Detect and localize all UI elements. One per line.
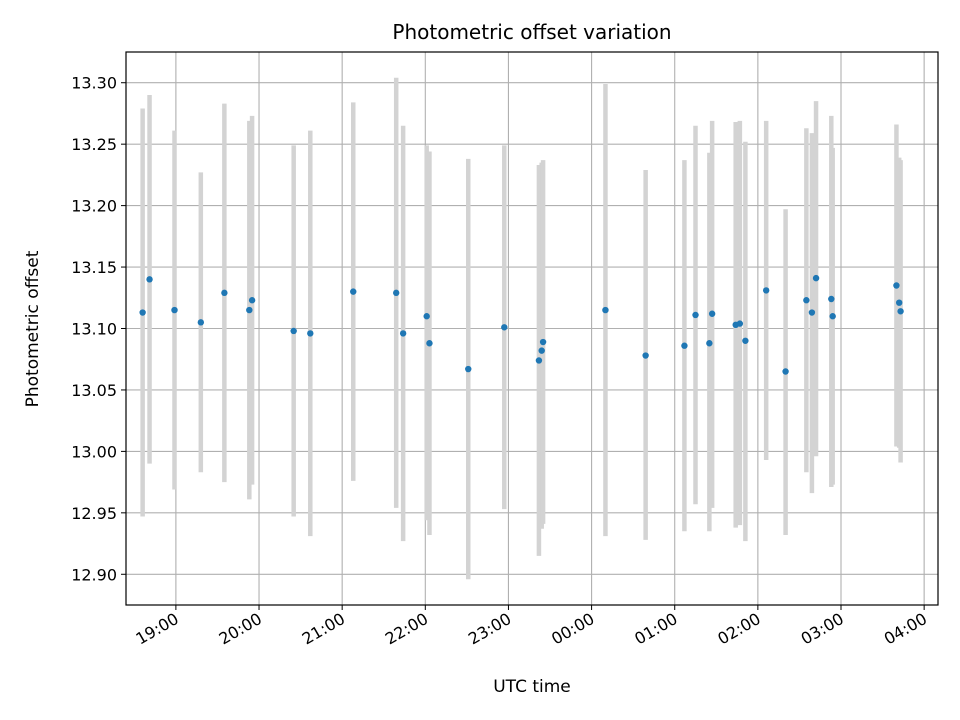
data-point <box>893 282 900 289</box>
data-point <box>539 338 547 346</box>
data-point <box>290 327 297 335</box>
data-point <box>762 287 770 294</box>
data-point <box>706 340 713 347</box>
data-point <box>221 289 228 297</box>
data-point <box>423 313 430 320</box>
y-tick-label: 13.30 <box>71 74 117 93</box>
x-axis-title: UTC time <box>493 677 571 697</box>
data-point <box>465 365 472 373</box>
y-tick-label: 12.90 <box>71 565 117 584</box>
data-point <box>736 320 744 327</box>
y-axis-title: Photometric offset <box>23 250 43 407</box>
data-point <box>501 324 508 331</box>
data-points <box>139 274 904 375</box>
data-point <box>171 306 178 314</box>
y-tick-label: 13.25 <box>71 135 117 154</box>
data-point <box>248 297 256 304</box>
data-point <box>803 297 810 304</box>
data-point <box>642 352 649 359</box>
data-point <box>602 306 609 314</box>
y-tick-label: 13.20 <box>71 197 117 216</box>
data-point <box>829 313 836 320</box>
data-point <box>146 276 153 283</box>
data-point <box>399 330 407 337</box>
data-point <box>538 347 545 354</box>
y-tick-label: 13.00 <box>71 442 117 461</box>
data-point <box>897 308 904 315</box>
data-point <box>742 337 749 344</box>
data-point <box>681 342 688 349</box>
data-point <box>426 340 433 347</box>
data-point <box>307 330 314 337</box>
data-point <box>812 274 820 282</box>
data-point <box>197 319 205 326</box>
data-point <box>692 311 699 319</box>
data-point <box>139 309 146 316</box>
data-point <box>246 306 253 314</box>
data-point <box>896 299 903 306</box>
data-point <box>828 295 835 303</box>
y-axis: 12.90 12.95 13.00 13.05 13.10 13.15 13.20 13.25… <box>71 74 126 584</box>
y-tick-label: 12.95 <box>71 504 117 523</box>
data-point <box>808 309 816 316</box>
data-point <box>535 357 543 364</box>
data-point <box>393 289 400 297</box>
y-tick-label: 13.15 <box>71 258 117 277</box>
y-tick-label: 13.05 <box>71 381 117 400</box>
data-point <box>708 310 716 317</box>
data-point <box>782 368 789 375</box>
chart-title: Photometric offset variation <box>392 20 671 44</box>
y-tick-label: 13.10 <box>71 320 117 339</box>
data-point <box>350 288 357 295</box>
